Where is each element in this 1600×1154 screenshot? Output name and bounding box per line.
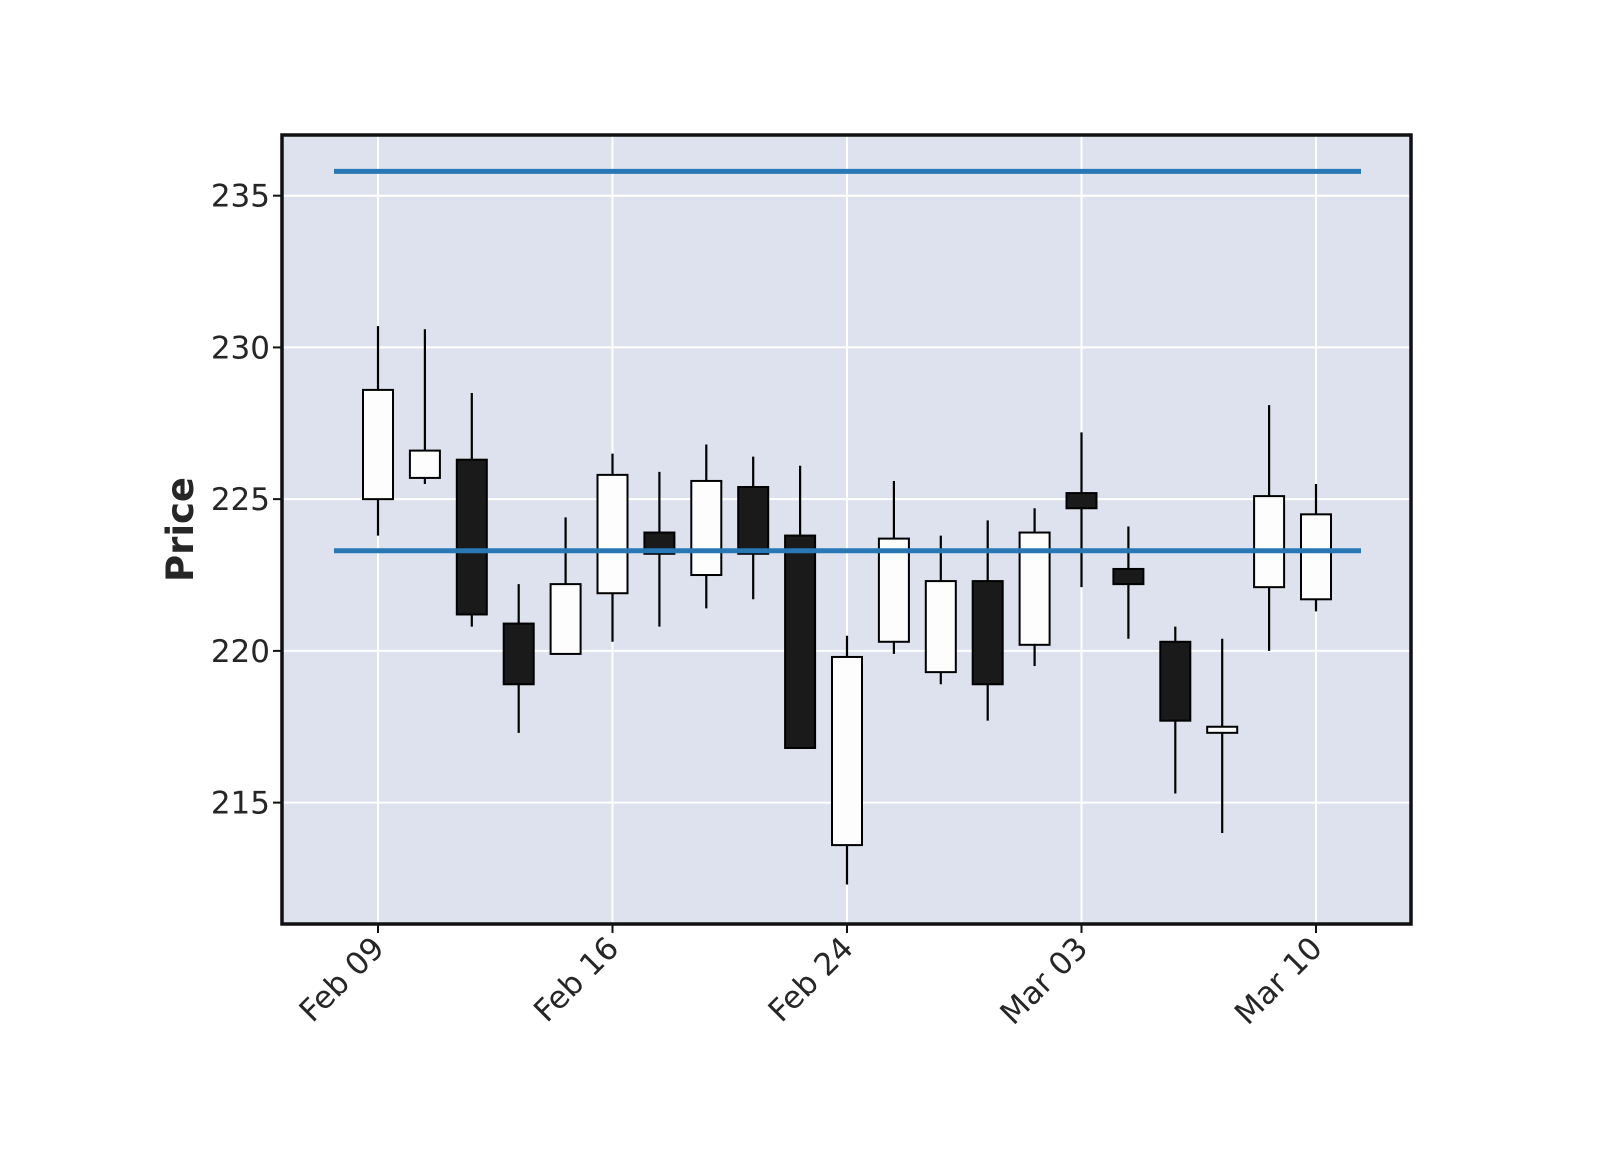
- candle: [1253, 405, 1286, 651]
- y-axis-ticks: 215 220 225 230 235: [211, 179, 282, 822]
- candle: [1112, 526, 1145, 639]
- y-tick-label: 235: [211, 179, 270, 215]
- candle: [737, 456, 770, 600]
- y-tick-label: 225: [211, 482, 270, 518]
- candle-body-up: [549, 583, 582, 655]
- candle: [1159, 626, 1192, 794]
- candle-body-up: [877, 537, 910, 643]
- candle: [831, 635, 863, 885]
- candle-body-up: [1300, 513, 1332, 601]
- y-axis-label: Price: [159, 477, 202, 582]
- candle: [455, 392, 488, 627]
- candle: [408, 329, 441, 484]
- candle: [362, 326, 394, 536]
- candle-body-down: [784, 534, 817, 749]
- candle-body-down: [971, 580, 1004, 686]
- candle-body-up: [362, 388, 394, 501]
- y-tick-label: 215: [211, 786, 270, 822]
- candle-body-up: [1253, 495, 1286, 589]
- horizontal-lines: [334, 168, 1361, 554]
- candle: [1018, 508, 1051, 667]
- candle-body-down: [1159, 640, 1192, 722]
- candle: [784, 465, 817, 749]
- candle-body-down: [1112, 567, 1145, 586]
- x-tick-label: Mar 03: [993, 930, 1095, 1032]
- y-tick-label: 230: [211, 330, 270, 366]
- candle: [502, 584, 535, 733]
- candle-body-up: [831, 655, 863, 847]
- candle: [690, 444, 723, 609]
- candle-body-up: [1206, 725, 1239, 734]
- candle-body-down: [455, 458, 488, 616]
- candle-body-up: [690, 479, 723, 577]
- candle: [924, 535, 957, 685]
- candle-body-up: [408, 449, 441, 479]
- candle-body-down: [1065, 492, 1098, 510]
- x-tick-label: Feb 09: [293, 930, 392, 1029]
- candle-body-up: [596, 473, 629, 595]
- candle: [877, 480, 910, 654]
- candle-body-up: [924, 580, 957, 674]
- x-tick-label: Feb 24: [762, 930, 861, 1029]
- candle: [549, 517, 582, 655]
- candle-body-down: [502, 622, 535, 686]
- candle-body-down: [737, 486, 770, 555]
- candle: [971, 520, 1004, 721]
- y-tick-label: 220: [211, 634, 270, 670]
- candle: [596, 453, 629, 642]
- candle: [1300, 483, 1332, 612]
- x-tick-label: Mar 10: [1228, 930, 1330, 1032]
- candle: [1065, 432, 1098, 588]
- candle: [1206, 638, 1239, 833]
- x-axis-ticks: Feb 09 Feb 16 Feb 24 Mar 03 Mar 10: [293, 924, 1330, 1032]
- x-tick-label: Feb 16: [527, 930, 626, 1029]
